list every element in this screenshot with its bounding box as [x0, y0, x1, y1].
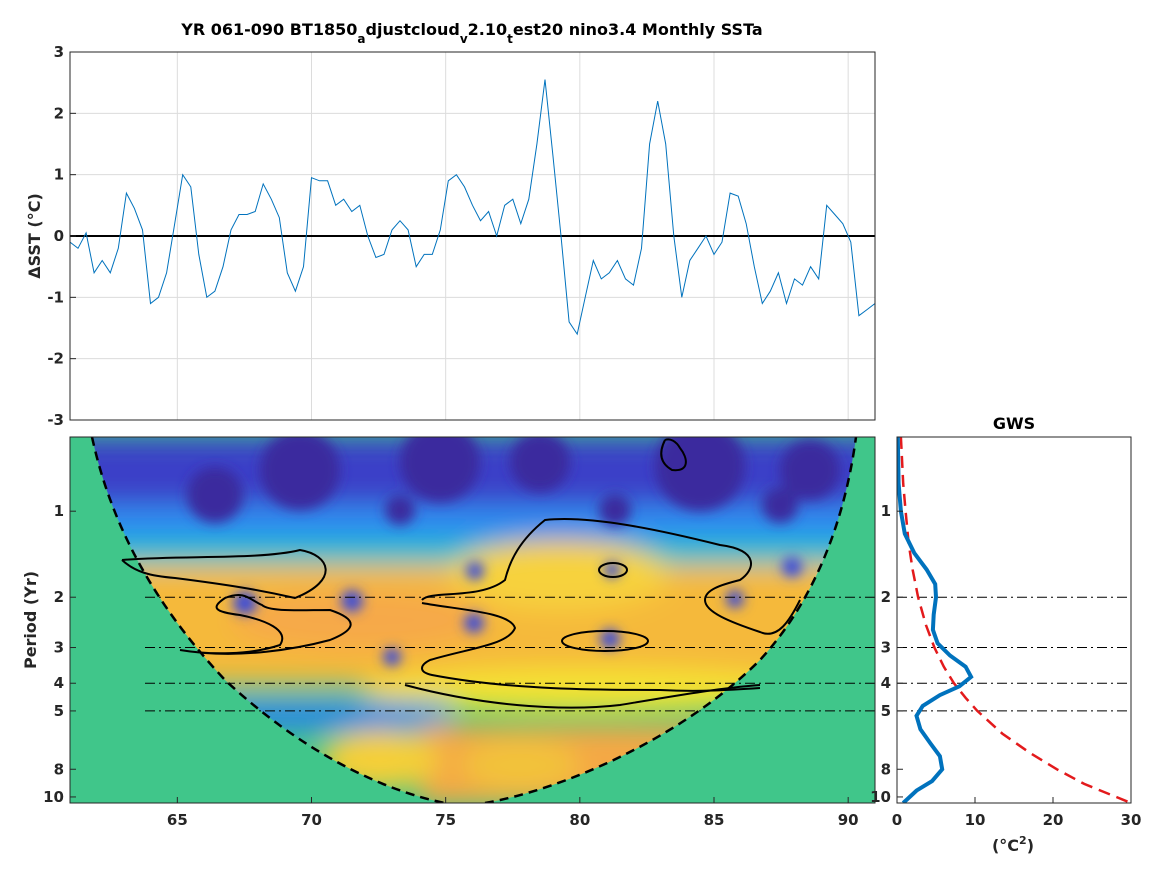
x-tick-label: 85	[704, 811, 725, 829]
y-tick-label: 5	[54, 702, 64, 720]
cone-of-influence	[90, 437, 858, 803]
y-tick-label: 8	[881, 760, 891, 778]
y-tick-label: 1	[881, 502, 891, 520]
gws-spectrum-curve	[897, 437, 974, 803]
y-tick-label: 4	[881, 674, 891, 692]
wavelet-axes-box	[69, 436, 876, 804]
y-tick-label: 3	[54, 43, 64, 61]
y-tick-label: -3	[47, 411, 64, 429]
wavelet-panel: 1 2 3 4 5 8 10 65 70 75 80 85 90 Period (Yr)	[21, 436, 876, 829]
gws-significance-curve	[899, 437, 1131, 803]
y-tick-label: 8	[54, 760, 64, 778]
x-tick-label: 75	[435, 811, 456, 829]
y-tick-label: 2	[54, 588, 64, 606]
gws-y-ticks: 1 2 3 4 5 8 10	[870, 502, 903, 806]
y-tick-label: 3	[881, 639, 891, 657]
y-tick-label: -2	[47, 350, 64, 368]
x-tick-label: 0	[892, 811, 902, 829]
wavelet-y-label: Period (Yr)	[21, 571, 40, 669]
wavelet-x-ticks: 65 70 75 80 85 90	[167, 797, 859, 829]
wavelet-reference-lines	[145, 596, 875, 712]
coi-left-mask	[70, 437, 445, 803]
y-tick-label: 2	[54, 104, 64, 122]
gws-reference-lines	[897, 596, 1131, 712]
y-tick-label: 0	[54, 227, 64, 245]
y-tick-label: 10	[43, 788, 64, 806]
x-tick-label: 65	[167, 811, 188, 829]
gws-title: GWS	[993, 414, 1035, 433]
y-tick-label: 2	[881, 588, 891, 606]
x-tick-label: 90	[838, 811, 859, 829]
gws-plot-area	[897, 437, 1131, 803]
timeseries-panel: 3 2 1 0 -1 -2 -3 ΔSST (°C)	[25, 43, 876, 429]
timeseries-y-ticks: 3 2 1 0 -1 -2 -3	[47, 43, 76, 429]
x-tick-label: 70	[301, 811, 322, 829]
timeseries-y-label: ΔSST (°C)	[25, 193, 44, 279]
y-tick-label: 1	[54, 166, 64, 184]
y-tick-label: 3	[54, 639, 64, 657]
x-tick-label: 20	[1043, 811, 1064, 829]
significance-contours	[121, 438, 801, 709]
y-tick-label: 1	[54, 502, 64, 520]
y-tick-label: 4	[54, 674, 64, 692]
x-tick-label: 10	[965, 811, 986, 829]
gws-x-ticks: 0 10 20 30	[892, 797, 1142, 829]
y-tick-label: -1	[47, 288, 64, 306]
x-tick-label: 80	[569, 811, 590, 829]
y-tick-label: 5	[881, 702, 891, 720]
gws-axes-box	[896, 436, 1132, 804]
sst-anomaly-line	[70, 79, 875, 336]
x-tick-label: 30	[1121, 811, 1142, 829]
chart-title: YR 061-090 BT1850adjustcloudv2.10test20 …	[180, 20, 762, 46]
y-tick-label: 10	[870, 788, 891, 806]
coi-right-mask	[485, 437, 875, 803]
gws-x-label: (°C2)	[992, 834, 1034, 855]
wavelet-y-ticks: 1 2 3 4 5 8 10	[43, 502, 76, 806]
